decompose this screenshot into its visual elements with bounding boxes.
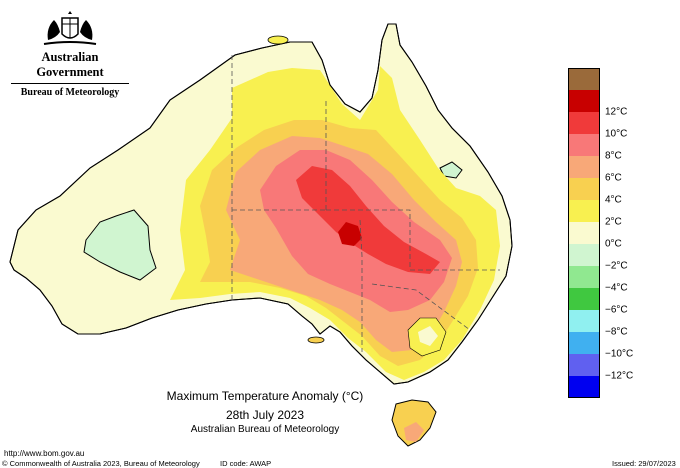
band-12-plus bbox=[338, 222, 362, 246]
bureau-title: Bureau of Meteorology bbox=[20, 87, 120, 98]
government-title: Australian Government bbox=[36, 50, 104, 79]
legend-label: −12°C bbox=[605, 370, 634, 382]
map-date: 28th July 2023 bbox=[225, 408, 305, 422]
legend-label: 4°C bbox=[605, 194, 622, 206]
id-code: ID code: AWAP bbox=[220, 459, 272, 468]
legend-label: 0°C bbox=[605, 238, 622, 250]
warm-cell-se-inner bbox=[418, 326, 438, 346]
tasmania-warm-patch bbox=[404, 422, 424, 442]
band-10-12 bbox=[296, 166, 440, 274]
cool-anomaly-wa bbox=[83, 209, 157, 281]
copyright-text: © Commonwealth of Australia 2023, Bureau… bbox=[2, 459, 200, 468]
legend-label: −6°C bbox=[605, 304, 628, 316]
legend-label: 2°C bbox=[605, 216, 622, 228]
legend-label: −2°C bbox=[605, 260, 628, 272]
legend-swatch bbox=[568, 112, 600, 134]
legend-swatch bbox=[568, 68, 600, 90]
legend-swatch bbox=[568, 200, 600, 222]
coastline bbox=[9, 23, 513, 385]
state-borders bbox=[231, 55, 500, 352]
legend-swatch bbox=[568, 178, 600, 200]
map-organisation: Australian Bureau of Meteorology bbox=[190, 424, 340, 435]
kangaroo-island bbox=[307, 336, 325, 344]
bom-url-link[interactable]: http://www.bom.gov.au bbox=[4, 449, 85, 458]
issued-date: Issued: 29/07/2023 bbox=[612, 459, 676, 468]
legend-swatch bbox=[568, 376, 600, 398]
legend-swatch bbox=[568, 354, 600, 376]
map-title: Maximum Temperature Anomaly (°C) bbox=[166, 389, 364, 403]
legend-swatch bbox=[568, 266, 600, 288]
legend-label: −8°C bbox=[605, 326, 628, 338]
header-divider bbox=[11, 83, 129, 84]
legend-label: 8°C bbox=[605, 150, 622, 162]
legend-swatch bbox=[568, 134, 600, 156]
legend-label: −4°C bbox=[605, 282, 628, 294]
melville-island bbox=[267, 35, 289, 45]
legend-label: 12°C bbox=[605, 106, 628, 118]
legend-swatch bbox=[568, 90, 600, 112]
coat-of-arms-icon bbox=[43, 11, 97, 45]
legend-swatch bbox=[568, 156, 600, 178]
legend-swatch bbox=[568, 288, 600, 310]
legend-label: 10°C bbox=[605, 128, 628, 140]
legend-swatch bbox=[568, 310, 600, 332]
legend-swatch bbox=[568, 244, 600, 266]
logo-block: Australian Government Bureau of Meteorol… bbox=[8, 10, 132, 98]
legend-swatch bbox=[568, 222, 600, 244]
legend-swatch bbox=[568, 332, 600, 354]
legend-label: 6°C bbox=[605, 172, 622, 184]
legend-border bbox=[568, 68, 600, 398]
legend-label: −10°C bbox=[605, 348, 634, 360]
